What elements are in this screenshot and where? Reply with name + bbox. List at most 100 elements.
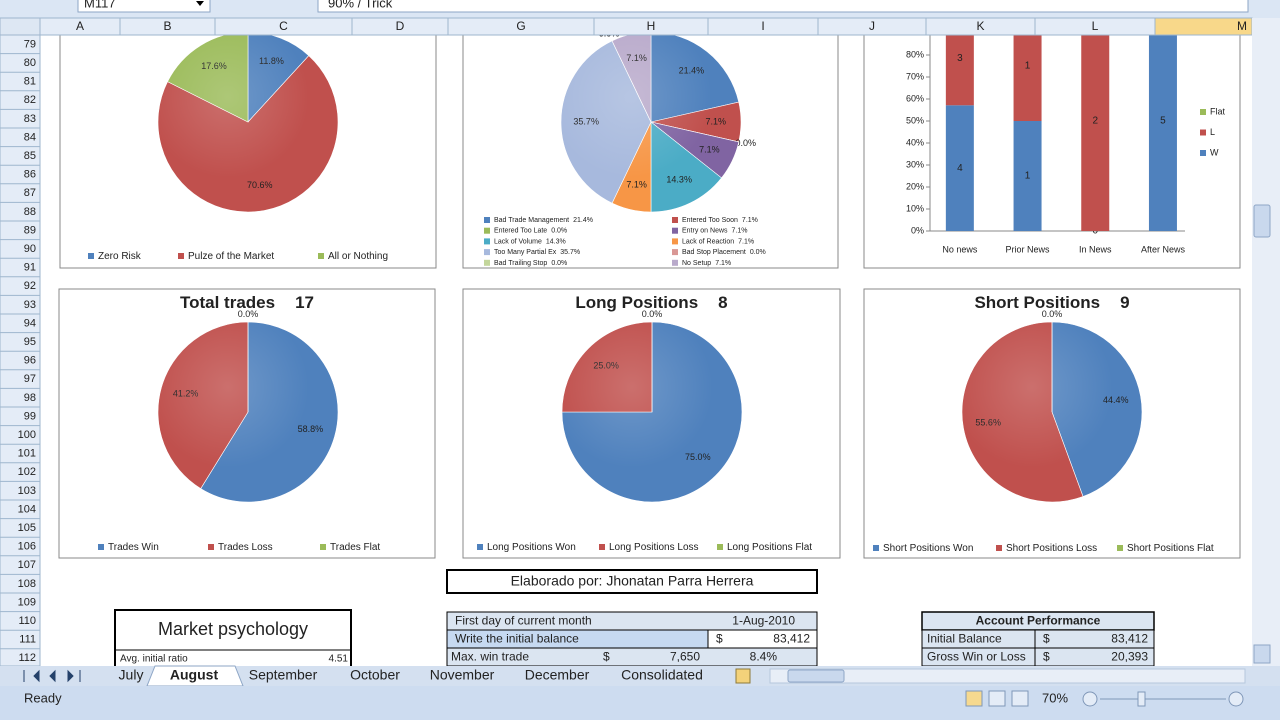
row-header[interactable]: 99	[24, 410, 36, 422]
h-scroll-thumb[interactable]	[787, 669, 845, 683]
column-header[interactable]: K	[976, 19, 984, 33]
row-header[interactable]: 85	[24, 150, 36, 162]
bar-segment	[1081, 11, 1110, 231]
legend-category: Trades Flat	[330, 542, 380, 553]
view-button[interactable]	[1011, 690, 1029, 707]
legend-entry: Zero Risk	[98, 251, 142, 262]
legend-swatch	[477, 544, 483, 550]
table-cell: 1-Aug-2010	[732, 614, 795, 628]
bar-label: 3	[957, 53, 963, 64]
row-header[interactable]: 82	[24, 94, 36, 106]
legend-category: Long Positions Loss	[609, 542, 699, 553]
sheet-tab[interactable]: August	[170, 667, 219, 683]
row-header[interactable]: 79	[24, 38, 36, 50]
legend-category: Pulze of the Market	[188, 251, 274, 262]
zoom-out[interactable]	[1082, 691, 1098, 707]
chart-title-text: Long Positions	[575, 293, 698, 312]
row-header[interactable]: 98	[24, 392, 36, 404]
row-header[interactable]: 84	[24, 131, 36, 143]
column-header[interactable]: L	[1092, 19, 1099, 33]
column-header[interactable]: H	[647, 19, 656, 33]
row-header[interactable]: 86	[24, 169, 36, 181]
scroll-thumb[interactable]	[1253, 204, 1271, 238]
table-cell: Write the initial balance	[455, 632, 579, 646]
zoom-thumb[interactable]	[1137, 691, 1146, 707]
zoom-in[interactable]	[1228, 691, 1244, 707]
row-header[interactable]: 108	[18, 578, 36, 590]
row-header[interactable]: 81	[24, 76, 36, 88]
legend-swatch	[672, 217, 678, 223]
legend-swatch	[318, 253, 324, 259]
row-header[interactable]: 101	[18, 448, 36, 460]
legend-entry: Lack of Volume 14.3%	[494, 238, 566, 245]
legend-category: Bad Trailing Stop	[494, 260, 547, 267]
row-header[interactable]: 100	[18, 429, 36, 441]
row-header[interactable]: 89	[24, 224, 36, 236]
row-header[interactable]: 93	[24, 299, 36, 311]
row-header[interactable]: 107	[18, 559, 36, 571]
row-header[interactable]: 109	[18, 596, 36, 608]
row-header[interactable]: 87	[24, 187, 36, 199]
select-all[interactable]	[0, 17, 41, 36]
legend-swatch	[208, 544, 214, 550]
legend-entry: Pulze of the Market	[188, 251, 274, 262]
row-header[interactable]: 95	[24, 336, 36, 348]
table-cell: 8.4%	[750, 650, 778, 664]
account-cell: $	[1043, 632, 1050, 646]
column-header[interactable]: G	[516, 19, 525, 33]
row-header[interactable]: 106	[18, 541, 36, 553]
sheet-tab[interactable]: July	[119, 667, 144, 683]
legend-swatch	[178, 253, 184, 259]
row-header[interactable]: 92	[24, 280, 36, 292]
formula-text: 90% / Trick	[328, 0, 393, 10]
legend-entry: Flat	[1210, 106, 1226, 116]
row-header[interactable]: 90	[24, 243, 36, 255]
legend-swatch	[1200, 129, 1206, 136]
row-header[interactable]: 96	[24, 355, 36, 367]
sheet-tab[interactable]: November	[430, 667, 495, 683]
credit: Elaborado por: Jhonatan Parra Herrera	[511, 573, 754, 589]
row-header[interactable]: 104	[18, 503, 36, 515]
tab-nav[interactable]	[23, 669, 81, 683]
row-header[interactable]: 80	[24, 57, 36, 69]
row-header[interactable]: 111	[19, 634, 36, 646]
scroll-button[interactable]	[1253, 644, 1271, 664]
new-sheet[interactable]	[735, 668, 751, 684]
psychology-box	[114, 609, 352, 671]
slice-label: 7.1%	[626, 53, 647, 63]
row-header[interactable]: 97	[24, 373, 36, 385]
sheet-tab[interactable]: December	[525, 667, 590, 683]
column-header[interactable]: J	[869, 19, 875, 33]
legend-value: 7.1%	[742, 217, 758, 224]
column-header[interactable]: B	[163, 19, 171, 33]
view-button[interactable]	[988, 690, 1006, 707]
row-header[interactable]: 102	[18, 466, 36, 478]
chart-title-text: Total trades	[180, 293, 275, 312]
column-header[interactable]: I	[761, 19, 764, 33]
row-header[interactable]: 83	[24, 113, 36, 125]
view-button[interactable]	[965, 690, 983, 707]
sheet-tab[interactable]: September	[249, 667, 318, 683]
row-header[interactable]: 110	[18, 615, 36, 627]
chart-title-count: 17	[295, 293, 314, 312]
name-box[interactable]	[77, 0, 211, 13]
row-header[interactable]: 91	[24, 262, 36, 274]
column-header[interactable]: A	[76, 19, 84, 33]
name-box-arrow	[196, 1, 204, 6]
row-header[interactable]: 112	[18, 652, 36, 664]
row-header[interactable]: 88	[24, 206, 36, 218]
row-header[interactable]: 103	[18, 485, 36, 497]
row-header[interactable]: 105	[18, 522, 36, 534]
column-header[interactable]: D	[396, 19, 405, 33]
chart-title-text: Short Positions	[974, 293, 1100, 312]
sheet-tab[interactable]: October	[350, 667, 400, 683]
legend-category: Trades Loss	[218, 542, 273, 553]
legend-swatch	[672, 249, 678, 256]
formula-input[interactable]	[317, 0, 1249, 13]
column-header[interactable]: M	[1237, 19, 1247, 33]
column-header[interactable]: C	[279, 19, 288, 33]
row-header[interactable]: 94	[24, 317, 36, 329]
y-tick-label: 0%	[911, 225, 924, 235]
bar-segment	[945, 105, 974, 231]
sheet-tab[interactable]: Consolidated	[621, 667, 703, 683]
